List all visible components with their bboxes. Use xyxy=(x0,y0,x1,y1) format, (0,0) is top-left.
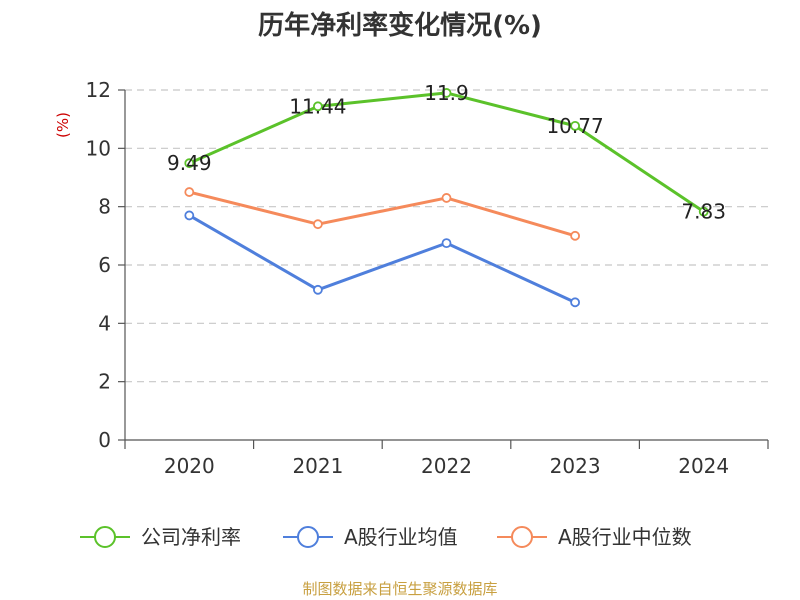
x-tick-label: 2022 xyxy=(421,454,472,478)
legend-marker-icon xyxy=(511,526,533,548)
data-point xyxy=(570,120,580,131)
y-axis-label: (%) xyxy=(54,112,72,138)
data-point xyxy=(698,206,709,217)
x-tick-label: 2020 xyxy=(164,454,215,478)
legend-marker-icon xyxy=(94,526,116,548)
x-tick-label: 2021 xyxy=(292,454,343,478)
data-point xyxy=(441,88,452,98)
data-point xyxy=(441,238,452,249)
y-tick-label: 8 xyxy=(98,195,111,219)
data-point xyxy=(570,297,580,308)
x-tick-label: 2024 xyxy=(678,454,729,478)
data-label: 7.83 xyxy=(681,200,726,224)
data-label: 11.9 xyxy=(424,81,469,105)
y-tick-label: 6 xyxy=(98,253,111,277)
y-tick-label: 12 xyxy=(86,78,111,102)
axes: 0 2 4 6 8 10 12 2020 2021 2022 2023 2024 xyxy=(86,78,769,478)
series-2 xyxy=(184,187,580,241)
data-point xyxy=(312,284,323,295)
series-1 xyxy=(184,210,580,308)
legend-item[interactable]: 公司净利率 xyxy=(80,525,241,549)
series-layer xyxy=(184,88,709,308)
legend-label: 公司净利率 xyxy=(141,525,241,549)
legend-label: A股行业中位数 xyxy=(558,525,692,549)
series-line xyxy=(188,214,576,304)
chart-title: 历年净利率变化情况(%) xyxy=(258,10,542,41)
data-label: 10.77 xyxy=(546,114,603,138)
gridlines xyxy=(125,89,768,383)
data-point xyxy=(312,101,323,112)
legend-item[interactable]: A股行业均值 xyxy=(283,525,458,549)
data-point xyxy=(312,219,323,230)
y-tick-label: 4 xyxy=(98,311,111,335)
y-tick-label: 10 xyxy=(86,136,111,160)
data-point xyxy=(570,230,580,241)
legend-item[interactable]: A股行业中位数 xyxy=(497,525,692,549)
legend-marker-icon xyxy=(297,526,319,548)
y-tick-label: 0 xyxy=(98,428,111,452)
series-line xyxy=(188,190,576,238)
legend-label: A股行业均值 xyxy=(344,525,458,549)
data-point xyxy=(184,158,195,169)
x-tick-label: 2023 xyxy=(550,454,601,478)
data-point xyxy=(184,187,195,197)
data-label: 11.44 xyxy=(289,94,346,118)
series-0 xyxy=(184,88,709,217)
legend[interactable]: 公司净利率 A股行业均值 A股行业中位数 xyxy=(80,525,692,549)
data-labels: 9.49 11.44 11.9 10.77 7.83 xyxy=(167,81,726,224)
data-point xyxy=(184,210,195,221)
y-tick-label: 2 xyxy=(98,370,111,394)
data-label: 9.49 xyxy=(167,151,212,175)
data-point xyxy=(441,193,452,203)
source-note: 制图数据来自恒生聚源数据库 xyxy=(302,580,497,598)
